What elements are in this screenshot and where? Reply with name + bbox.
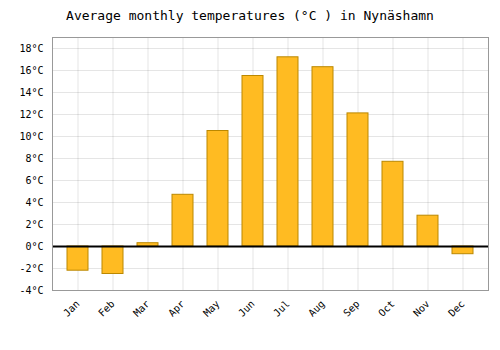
svg-text:Nov: Nov xyxy=(411,298,432,319)
html-text:Average monthly temperatures (: Average monthly temperatures (°C ) in Ny… xyxy=(66,8,434,23)
svg-text:May: May xyxy=(201,298,222,319)
svg-text:Jul: Jul xyxy=(271,298,292,319)
svg-text:8°C: 8°C xyxy=(25,153,43,164)
svg-text:Feb: Feb xyxy=(96,298,117,319)
svg-text:Mar: Mar xyxy=(131,298,152,319)
svg-text:-4°C: -4°C xyxy=(19,285,43,296)
svg-text:4°C: 4°C xyxy=(25,197,43,208)
svg-text:0°C: 0°C xyxy=(25,241,43,252)
svg-text:2°C: 2°C xyxy=(25,219,43,230)
svg-text:10°C: 10°C xyxy=(19,131,43,142)
svg-text:6°C: 6°C xyxy=(25,175,43,186)
svg-text:Dec: Dec xyxy=(446,298,467,319)
svg-text:Oct: Oct xyxy=(376,298,397,319)
svg-text:14°C: 14°C xyxy=(19,87,43,98)
svg-text:Sep: Sep xyxy=(341,298,362,319)
svg-text:-2°C: -2°C xyxy=(19,263,43,274)
svg-text:12°C: 12°C xyxy=(19,109,43,120)
svg-text:Jun: Jun xyxy=(236,298,257,319)
svg-text:16°C: 16°C xyxy=(19,65,43,76)
svg-text:Apr: Apr xyxy=(166,298,187,319)
svg-text:18°C: 18°C xyxy=(19,43,43,54)
svg-text:Jan: Jan xyxy=(61,298,82,319)
svg-text:Aug: Aug xyxy=(306,298,327,319)
